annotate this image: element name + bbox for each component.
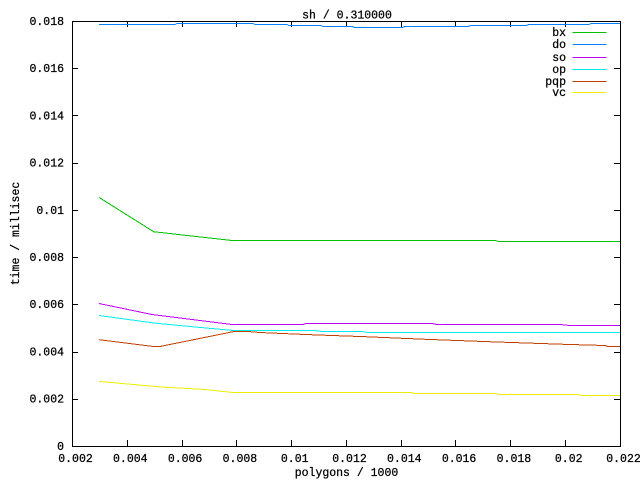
svg-text:0.014: 0.014 xyxy=(387,453,422,466)
svg-text:0.016: 0.016 xyxy=(29,63,64,76)
svg-text:0.008: 0.008 xyxy=(29,252,64,265)
svg-text:0.018: 0.018 xyxy=(497,453,532,466)
svg-text:0: 0 xyxy=(57,441,64,454)
svg-text:0.02: 0.02 xyxy=(555,453,583,466)
svg-text:op: op xyxy=(552,64,566,77)
svg-text:0.002: 0.002 xyxy=(29,394,64,407)
svg-text:do: do xyxy=(552,39,566,52)
svg-text:pqp: pqp xyxy=(545,76,566,89)
svg-text:0.018: 0.018 xyxy=(29,16,64,29)
svg-text:0.004: 0.004 xyxy=(113,453,148,466)
svg-text:0.014: 0.014 xyxy=(29,110,64,123)
svg-text:polygons / 1000: polygons / 1000 xyxy=(295,467,399,480)
svg-text:0.016: 0.016 xyxy=(442,453,477,466)
svg-text:0.002: 0.002 xyxy=(58,453,93,466)
svg-text:0.008: 0.008 xyxy=(223,453,258,466)
svg-text:time / millisec: time / millisec xyxy=(10,182,23,286)
svg-text:0.004: 0.004 xyxy=(29,347,64,360)
svg-text:0.006: 0.006 xyxy=(168,453,203,466)
svg-text:0.022: 0.022 xyxy=(606,453,640,466)
svg-text:0.01: 0.01 xyxy=(36,205,64,218)
svg-text:0.012: 0.012 xyxy=(332,453,367,466)
svg-text:0.01: 0.01 xyxy=(281,453,309,466)
svg-text:so: so xyxy=(552,52,566,65)
svg-text:vc: vc xyxy=(552,87,566,100)
svg-text:bx: bx xyxy=(552,27,566,40)
svg-text:0.012: 0.012 xyxy=(29,158,64,171)
svg-text:0.006: 0.006 xyxy=(29,299,64,312)
svg-text:sh / 0.310000: sh / 0.310000 xyxy=(302,10,392,23)
